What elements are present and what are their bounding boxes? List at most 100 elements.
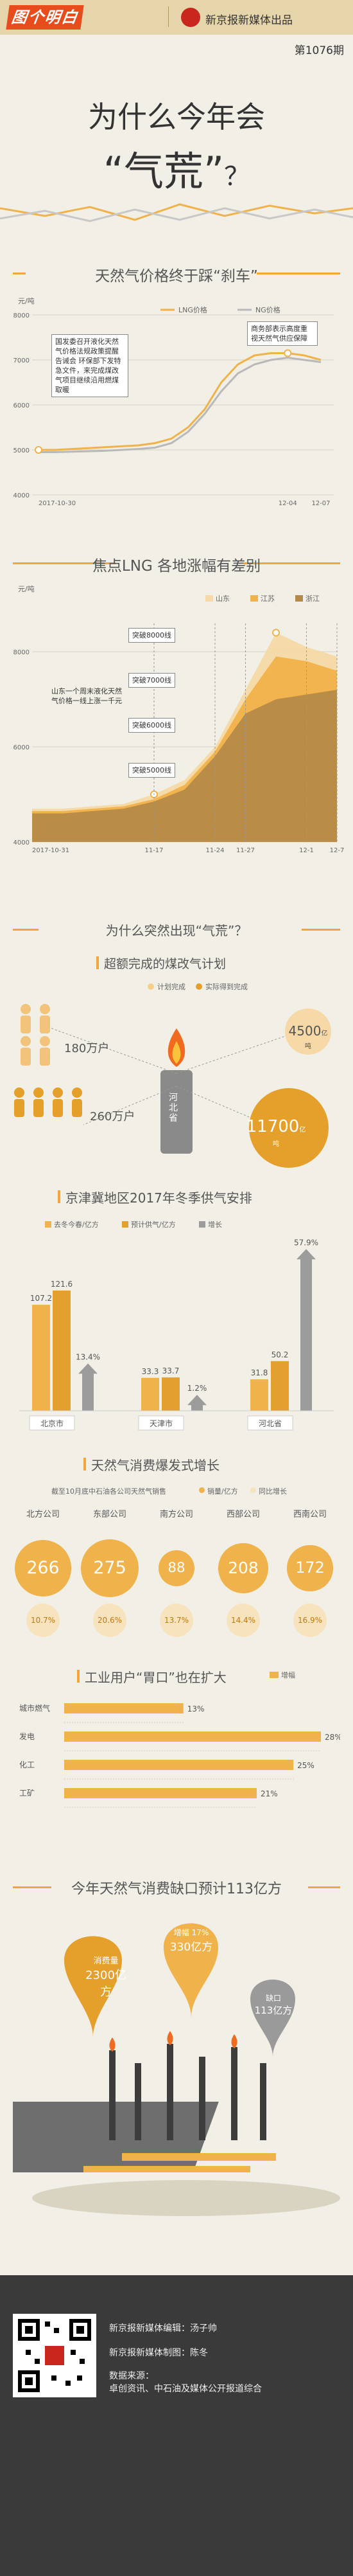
growth-label: 57.9% (294, 1238, 318, 1247)
legend-growth: 增长 (208, 1221, 222, 1229)
category-label: 城市燃气 (19, 1703, 50, 1713)
issue-number: 第1076期 (294, 44, 344, 57)
gap-pin (250, 1980, 295, 2057)
y-tick-label: 7000 (13, 357, 30, 364)
footer: 新京报新媒体编辑：汤子帅 新京报新媒体制图：陈冬 数据来源： 卓创资讯、中石油及… (0, 2275, 353, 2576)
break-8000: 突破8000线 (128, 628, 175, 643)
legend-label: LNG价格 (178, 305, 207, 314)
growth-bubble: 14.4% (227, 1604, 260, 1637)
bar-value-label: 21% (261, 1789, 278, 1798)
legend-sales: 销量/亿方 (207, 1487, 238, 1496)
company-name: 南方公司 (159, 1510, 193, 1519)
footer-editor: 新京报新媒体编辑：汤子帅 (109, 2323, 217, 2334)
y-tick-label: 8000 (13, 312, 30, 319)
section1-annotation-right: 商务部表示高度重视天然气供应保障 (247, 321, 318, 346)
company-column: 南方公司 88 13.7% (144, 1507, 209, 1642)
x-tick-label: 12-07 (311, 500, 330, 507)
bar (271, 1361, 289, 1411)
section6-mark (77, 1670, 80, 1683)
category-label: 天津市 (150, 1418, 173, 1428)
y-tick-label: 6000 (13, 744, 30, 751)
gap-value: 113亿方 (254, 2005, 293, 2016)
legend-increase: 增幅 (281, 1671, 295, 1679)
growth-label: 1.2% (187, 1384, 207, 1393)
bar-value-label: 50.2 (271, 1350, 289, 1359)
gap-illustration (13, 1923, 340, 2216)
legend-growth-swatch (199, 1221, 205, 1228)
section7-accent-right (308, 1886, 340, 1888)
legend-last-swatch (45, 1221, 51, 1228)
category-label: 发电 (19, 1731, 35, 1741)
legend-label: 浙江 (306, 595, 320, 603)
consumption-pin (64, 1936, 122, 2037)
header-divider (168, 6, 169, 27)
hero: 为什么今年会 “气荒”？ (0, 35, 353, 228)
section1-unit: 元/吨 (18, 297, 35, 305)
growth-arrowhead (78, 1363, 98, 1374)
bar-value-label: 28% (325, 1733, 340, 1742)
x-tick-label: 11-27 (236, 847, 255, 854)
section2-accent (13, 562, 116, 564)
footer-source: 卓创资讯、中石油及媒体公开报道综合 (109, 2384, 262, 2394)
gap-block: 缺口 113亿方 (252, 1992, 295, 2017)
bar-value-label: 33.3 (142, 1367, 159, 1376)
category-label: 化工 (19, 1760, 35, 1769)
province-block (160, 1070, 193, 1154)
section3-accent (13, 929, 39, 931)
coal-to-gas-illustration (14, 1004, 331, 1168)
company-column: 北方公司 266 10.7% (11, 1507, 75, 1642)
lng-area-chart: 4000 6000 8000 山东 江苏 浙江 2017-10-31 11-17 11-24 11… (13, 595, 345, 854)
y-tick-label: 6000 (13, 402, 30, 409)
legend-plan-dot (148, 983, 154, 990)
plant-towers (109, 2044, 266, 2140)
legend-plan: 计划完成 (157, 983, 185, 991)
company-name: 东部公司 (92, 1510, 126, 1519)
section7-title: 今年天然气消费缺口预计113亿方 (71, 1881, 282, 1897)
section3-accent-right (302, 929, 340, 931)
bar-value-label: 31.8 (251, 1368, 268, 1377)
price-line-chart: 4000 5000 6000 7000 8000 LNG价格 NG价格 2017-10-30 1… (13, 305, 334, 507)
company-column: 东部公司 275 20.6% (78, 1507, 142, 1642)
bar (53, 1290, 71, 1411)
people-plan-value: 180万户 (64, 1042, 110, 1055)
section2-accent-right (244, 562, 340, 564)
y-tick-label: 4000 (13, 839, 30, 846)
sales-bubble: 208 (218, 1543, 268, 1593)
province-label: 河北省 (169, 1093, 178, 1123)
start-point (35, 446, 42, 454)
people-plan-icons (21, 1004, 50, 1066)
company-column: 西部公司 208 14.4% (211, 1507, 275, 1642)
sales-bubble: 172 (287, 1545, 333, 1591)
growth-label: 增幅 (173, 1928, 189, 1937)
section6-title: 工业用户“胃口”也在扩大 (85, 1670, 227, 1685)
section1-title: 天然气价格终于踩“刹车” (95, 268, 258, 285)
legend-increase-swatch (270, 1672, 279, 1678)
people-actual-icons (14, 1087, 82, 1117)
hero-title-line2: “气荒”？ (0, 139, 353, 197)
x-tick-label: 11-17 (144, 847, 163, 854)
legend-actual-dot (196, 983, 202, 990)
hero-title-line1: 为什么今年会 (88, 100, 265, 134)
qr-code[interactable] (13, 2314, 96, 2397)
legend-sales-dot (199, 1487, 205, 1493)
circle-plan-unit: 亿吨 (305, 1030, 328, 1050)
hero-title-word: “气荒” (103, 148, 225, 195)
legend-label: NG价格 (255, 305, 280, 314)
x-tick-label: 12-1 (299, 847, 314, 854)
section3-title: 为什么突然出现“气荒”？ (105, 923, 248, 938)
bar (250, 1379, 268, 1411)
bar (64, 1703, 184, 1713)
growth-arrow (300, 1258, 312, 1411)
circle-actual-value: 11700 (246, 1117, 300, 1136)
growth-pin (164, 1923, 218, 2018)
people-actual-value: 260万户 (90, 1110, 135, 1123)
section2-title: 焦点LNG 各地涨幅有差别 (92, 558, 261, 575)
bar-value-label: 13% (187, 1704, 205, 1713)
jingjinji-bar-chart: 107.2 121.6 13.4% 北京市 33.3 33.7 1.2% 天津市 31.850.… (19, 1238, 334, 1431)
legend-swatch (295, 595, 303, 602)
legend-last: 去冬今春/亿方 (54, 1221, 99, 1229)
legend-actual: 实际得到完成 (205, 983, 248, 991)
growth-bubble: 16.9% (293, 1604, 327, 1637)
circle-actual-label: 11700亿吨 (244, 1117, 308, 1149)
legend-swatch (205, 595, 213, 602)
